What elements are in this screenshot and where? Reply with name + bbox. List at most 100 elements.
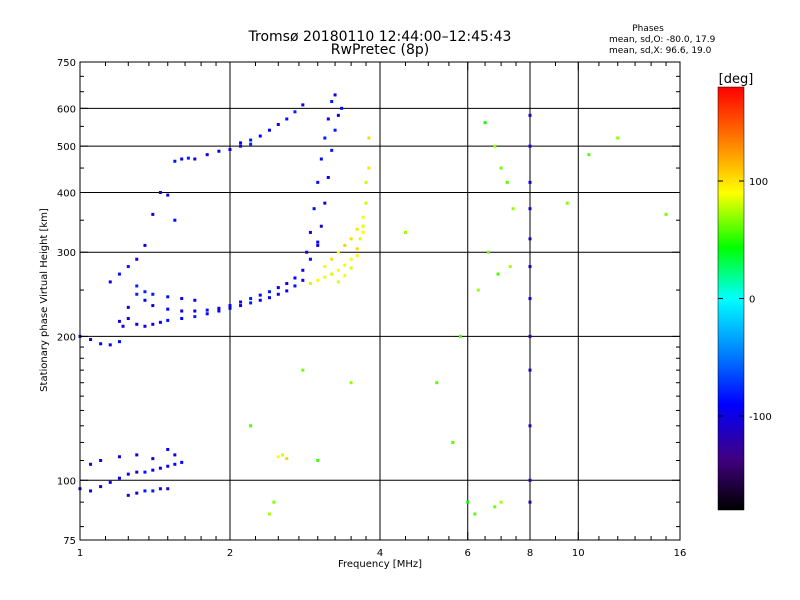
x-tick-label: 4 — [377, 548, 383, 559]
y-axis-label: Stationary phase Virtual Height [km] — [39, 208, 50, 392]
data-point — [217, 309, 221, 313]
data-point — [249, 301, 253, 305]
x-axis-label: Frequency [MHz] — [338, 559, 422, 570]
data-point — [316, 243, 320, 247]
data-point — [355, 227, 359, 231]
data-point — [135, 491, 139, 495]
data-point — [435, 381, 439, 385]
data-point — [180, 316, 184, 320]
data-point — [135, 322, 139, 326]
data-point — [528, 237, 532, 241]
data-point — [276, 123, 280, 127]
data-point — [108, 480, 112, 484]
data-point — [528, 478, 532, 482]
data-point — [285, 282, 289, 286]
data-point — [616, 136, 620, 140]
data-point — [528, 113, 532, 117]
data-point — [180, 460, 184, 464]
data-point — [166, 447, 170, 451]
data-point — [143, 324, 147, 328]
data-point — [151, 489, 155, 493]
data-point — [323, 201, 327, 205]
data-point — [308, 257, 312, 261]
y-tick-label: 75 — [63, 536, 76, 547]
x-tick-label: 16 — [674, 548, 687, 559]
data-point — [336, 113, 340, 117]
data-point — [151, 292, 155, 296]
data-point — [267, 128, 271, 132]
data-point — [486, 250, 490, 254]
data-point — [312, 207, 316, 211]
x-tick-label: 2 — [227, 548, 233, 559]
data-point — [166, 318, 170, 322]
data-point — [293, 284, 297, 288]
data-point — [496, 272, 500, 276]
data-point — [186, 156, 190, 160]
data-point — [158, 320, 162, 324]
data-point — [267, 296, 271, 300]
y-tick-label: 100 — [57, 476, 76, 487]
data-point — [367, 166, 371, 170]
y-tick-label: 500 — [57, 142, 76, 153]
data-point — [349, 257, 353, 261]
data-point — [305, 250, 309, 254]
x-tick-label: 6 — [465, 548, 471, 559]
data-point — [281, 453, 285, 457]
data-point — [330, 100, 334, 104]
data-point — [173, 453, 177, 457]
data-point — [249, 424, 253, 428]
data-point — [336, 268, 340, 272]
data-point — [89, 462, 93, 466]
data-point — [458, 334, 462, 338]
grid-lines — [80, 62, 681, 540]
data-point — [151, 304, 155, 308]
data-point — [499, 166, 503, 170]
data-point — [228, 304, 232, 308]
data-point — [528, 265, 532, 269]
chart-title: Tromsø 20180110 12:44:00–12:45:43 — [248, 29, 512, 45]
colorbar-ticks: 100 0 -100 — [718, 177, 772, 423]
data-point — [343, 243, 347, 247]
data-point — [249, 142, 253, 146]
data-point — [367, 136, 371, 140]
data-point — [333, 128, 337, 132]
data-point — [249, 138, 253, 142]
data-point — [364, 180, 368, 184]
data-point — [528, 144, 532, 148]
data-point — [308, 282, 312, 286]
data-point — [276, 286, 280, 290]
data-point — [135, 292, 139, 296]
data-point — [151, 457, 155, 461]
data-point — [528, 424, 532, 428]
data-point — [117, 340, 121, 344]
data-point — [361, 230, 365, 234]
data-point — [293, 276, 297, 280]
data-point — [316, 278, 320, 282]
data-point — [330, 272, 334, 276]
data-point — [117, 272, 121, 276]
data-point — [403, 230, 407, 234]
data-point — [108, 280, 112, 284]
data-point — [166, 307, 170, 311]
data-point — [301, 268, 305, 272]
data-point — [301, 278, 305, 282]
data-point — [151, 322, 155, 326]
data-point — [319, 224, 323, 228]
data-point — [193, 157, 197, 161]
data-point — [173, 218, 177, 222]
data-point — [258, 293, 262, 297]
data-point — [89, 489, 93, 493]
data-point — [143, 298, 147, 302]
colorbar-tick-label: -100 — [749, 412, 772, 423]
data-point — [126, 493, 130, 497]
data-point — [272, 500, 276, 504]
data-point — [349, 266, 353, 270]
data-point — [99, 458, 103, 462]
data-point — [528, 297, 532, 301]
data-point — [664, 212, 668, 216]
data-point — [276, 292, 280, 296]
data-point — [166, 295, 170, 299]
data-point — [166, 193, 170, 197]
data-point — [205, 312, 209, 316]
data-point — [143, 290, 147, 294]
